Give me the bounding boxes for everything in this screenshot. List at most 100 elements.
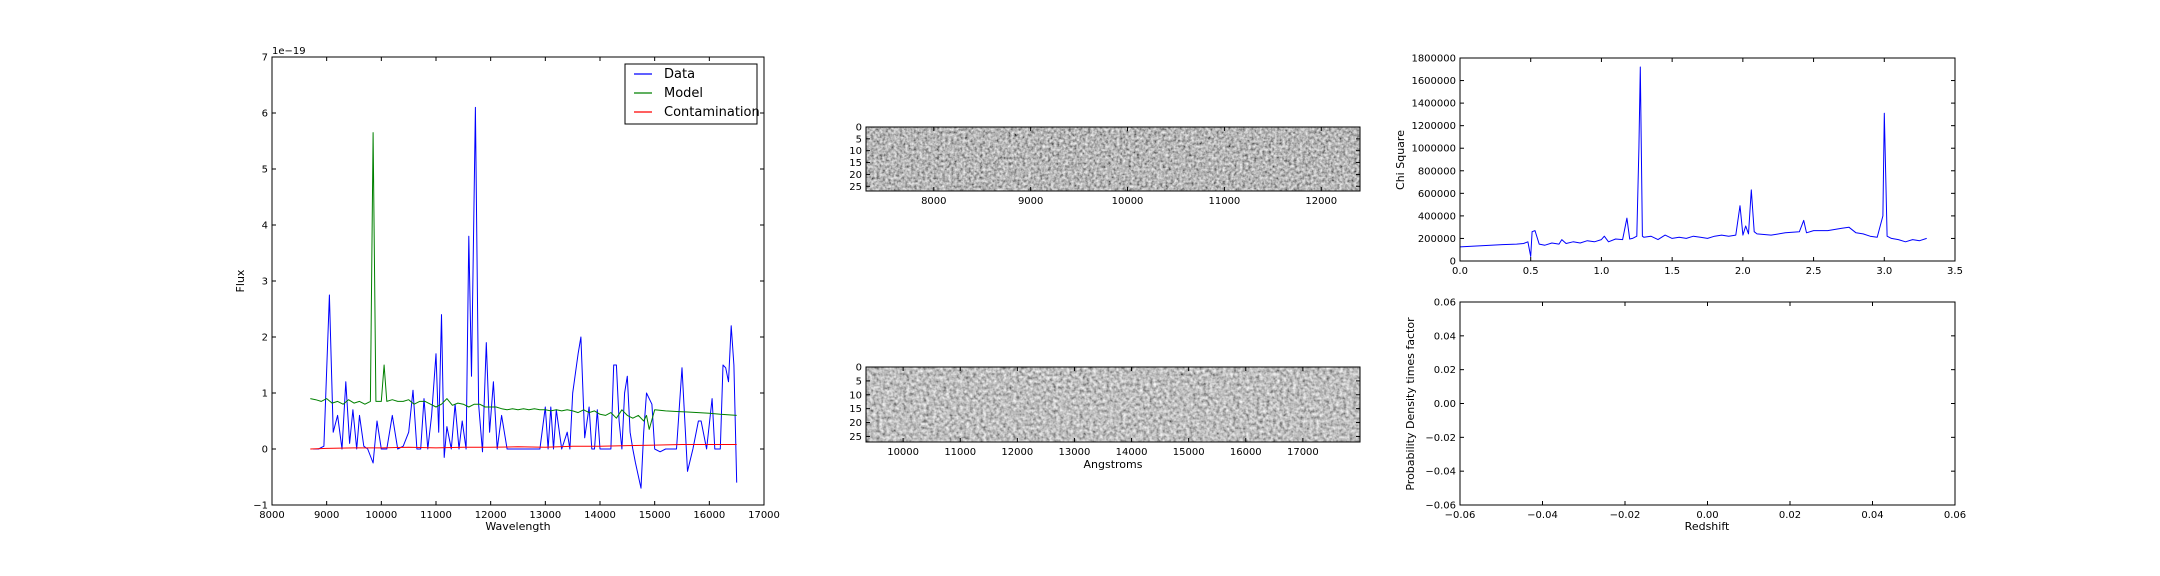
imgb-xtick-label-0: 10000 [887,447,919,458]
spectrum-xtick-label-4: 12000 [475,510,507,521]
spectrum-xtick-label-7: 15000 [639,510,671,521]
spectrum-ytick-label-5: 4 [262,221,268,232]
pdf-xtick-label-4: 0.02 [1779,510,1801,521]
spectrum-ytick-label-7: 6 [262,109,268,120]
chisq-ytick-label-4: 800000 [1418,166,1456,177]
imgt-ytick-label-2: 10 [849,146,862,157]
imgb-xtick-label-5: 15000 [1173,447,1205,458]
pdf-ytick-label-0: −0.06 [1425,501,1456,512]
chisq-xtick-label-5: 2.5 [1806,266,1822,277]
image-bottom-x-axis-label: Angstroms [1084,458,1143,471]
spectrum-ytick-label-6: 5 [262,165,268,176]
imgb-xtick-label-2: 12000 [1001,447,1033,458]
spectrum-ytick-label-8: 7 [262,53,268,64]
chisq-xtick-label-4: 2.0 [1735,266,1751,277]
imgt-ytick-label-5: 25 [849,182,862,193]
pdf-y-axis-label: Probability Density times factor [1404,317,1417,491]
imgt-xtick-label-3: 11000 [1208,196,1240,207]
pdf-xtick-label-0: −0.06 [1445,510,1476,521]
image-top-x-ticks: 8000 9000 10000 11000 12000 [921,127,1337,207]
spectrum-xtick-label-0: 8000 [259,510,284,521]
chisq-x-ticks: 0.0 0.5 1.0 1.5 2.0 2.5 3.0 3.5 [1452,58,1963,277]
spectrum-ytick-label-2: 1 [262,389,268,400]
pdf-axes-frame [1459,301,1956,506]
chisq-y-axis-label: Chi Square [1394,130,1407,190]
legend-label-model: Model [664,86,703,101]
spectrum-ytick-label-0: −1 [253,501,268,512]
spectrum-series-data [313,106,738,489]
imgt-xtick-label-2: 10000 [1112,196,1144,207]
imgt-ytick-label-1: 5 [856,134,862,145]
imgt-xtick-label-0: 8000 [921,196,946,207]
spectrum-xtick-label-8: 16000 [693,510,725,521]
spectrum-x-axis-label: Wavelength [485,520,550,533]
pdf-ytick-label-2: −0.02 [1425,433,1456,444]
chisq-xtick-label-7: 3.5 [1947,266,1963,277]
imgt-xtick-label-1: 9000 [1018,196,1043,207]
spectrum-line-contamination [310,444,737,450]
chisq-ytick-label-7: 1400000 [1411,99,1456,110]
chisq-xtick-label-2: 1.0 [1593,266,1609,277]
pdf-xtick-label-5: 0.04 [1861,510,1883,521]
legend-label-data: Data [664,67,695,82]
chisq-ytick-label-5: 1000000 [1411,144,1456,155]
image-bottom-y-ticks: 0 5 10 15 20 25 [849,363,1360,443]
pdf-panel: −0.06 −0.04 −0.02 0.00 0.02 0.04 0.06 −0.06−0.… [1404,298,1966,534]
spectrum-line-model [310,132,737,430]
spectrum-xtick-label-9: 17000 [748,510,780,521]
pdf-xtick-label-3: 0.00 [1696,510,1718,521]
image-bottom-noise [866,367,1360,442]
spectrum-xtick-label-3: 11000 [420,510,452,521]
imgt-ytick-label-0: 0 [856,123,862,134]
spectrum-series-model [310,132,737,430]
image-bottom-frame [865,366,1361,443]
pdf-xtick-label-1: −0.04 [1527,510,1558,521]
legend-label-contamination: Contamination [664,105,760,120]
spectrum-xtick-label-5: 13000 [529,510,561,521]
chisq-axes-frame [1459,57,1956,262]
pdf-ytick-label-3: 0.00 [1434,399,1456,410]
imgb-xtick-label-7: 17000 [1287,447,1319,458]
chisq-y-ticks: 0 200000 400000 600000 800000 1000000 1200000 1… [1411,54,1955,268]
spectrum-panel: 8000 9000 10000 11000 12000 13000 14000 15000 16… [234,46,780,533]
chisq-xtick-label-1: 0.5 [1523,266,1539,277]
spectrum-xtick-label-1: 9000 [314,510,339,521]
imgt-xtick-label-4: 12000 [1305,196,1337,207]
pdf-ytick-label-5: 0.04 [1434,331,1456,342]
pdf-x-axis-label: Redshift [1685,520,1730,533]
imgb-xtick-label-6: 16000 [1230,447,1262,458]
spectrum-ytick-label-4: 3 [262,277,268,288]
imgb-ytick-label-4: 20 [849,418,862,429]
pdf-xtick-label-2: −0.02 [1610,510,1641,521]
imgb-ytick-label-5: 25 [849,432,862,443]
pdf-ytick-label-6: 0.06 [1434,298,1456,309]
pdf-xtick-label-6: 0.06 [1944,510,1966,521]
imgt-ytick-label-3: 15 [849,158,862,169]
spectrum-ytick-label-1: 0 [262,445,268,456]
spectrum-ytick-label-3: 2 [262,333,268,344]
imgb-ytick-label-3: 15 [849,404,862,415]
chisq-ytick-label-9: 1800000 [1411,54,1456,65]
image-top-noise [866,127,1360,191]
pdf-x-ticks: −0.06 −0.04 −0.02 0.00 0.02 0.04 0.06 [1445,302,1966,521]
spectrum-offset-label: 1e−19 [272,46,306,57]
image-bottom-x-ticks: 10000 11000 12000 13000 14000 15000 16000 17000 [887,367,1319,458]
spectrum-line-data [313,106,738,489]
chisq-ytick-label-6: 1200000 [1411,121,1456,132]
imgb-ytick-label-1: 5 [856,376,862,387]
chisq-panel: 0.0 0.5 1.0 1.5 2.0 2.5 3.0 3.5 0 200000 400000 60… [1394,54,1963,278]
chisq-xtick-label-0: 0.0 [1452,266,1468,277]
image-bottom-panel: 10000 11000 12000 13000 14000 15000 16000 17000… [849,363,1361,471]
chisq-ytick-label-1: 200000 [1418,234,1456,245]
pdf-ytick-label-1: −0.04 [1425,467,1456,478]
chisq-ytick-label-2: 400000 [1418,211,1456,222]
chisq-ytick-label-0: 0 [1450,257,1456,268]
imgb-ytick-label-2: 10 [849,390,862,401]
chisq-ytick-label-3: 600000 [1418,189,1456,200]
imgb-ytick-label-0: 0 [856,363,862,374]
spectrum-xtick-label-6: 14000 [584,510,616,521]
chisq-line [1459,66,1927,257]
imgb-xtick-label-3: 13000 [1059,447,1091,458]
spectrum-legend: Data Model Contamination [624,63,760,125]
